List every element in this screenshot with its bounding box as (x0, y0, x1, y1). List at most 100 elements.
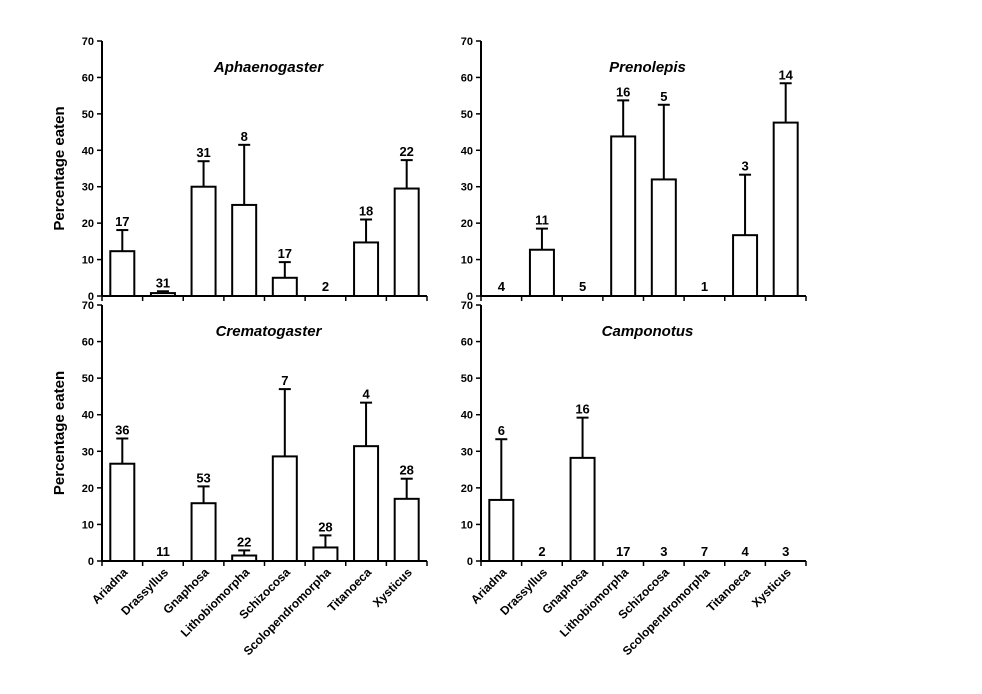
sample-size-label: 11 (156, 544, 170, 559)
sample-size-label: 16 (616, 84, 630, 99)
bar-gnaphosa (190, 185, 217, 297)
sample-size-label: 11 (535, 213, 549, 228)
y-tick-label: 70 (461, 36, 473, 48)
y-tick-label: 70 (461, 300, 473, 312)
y-tick-label: 40 (461, 410, 473, 422)
y-tick-label: 10 (82, 519, 94, 531)
panel-title: Prenolepis (609, 59, 686, 76)
y-tick-label: 0 (467, 291, 473, 303)
y-tick-label: 40 (82, 145, 94, 157)
y-tick-label: 50 (461, 109, 473, 121)
sample-size-label: 36 (115, 422, 129, 437)
y-tick-label: 30 (82, 182, 94, 194)
sample-size-label: 53 (196, 470, 210, 485)
panel-prenolepis: 0 10 20 30 40 50 60 70 Prenolepis 4 11 5 16 5 1 3 14 (461, 36, 807, 303)
y-tick-label: 10 (82, 255, 94, 267)
y-tick-label: 30 (461, 446, 473, 458)
bar-drassyllus (149, 292, 176, 298)
sample-size-label: 7 (701, 544, 708, 559)
sample-size-label: 4 (498, 279, 506, 294)
sample-size-label: 2 (538, 544, 545, 559)
y-tick-label: 70 (82, 300, 94, 312)
y-tick-label: 20 (461, 218, 473, 230)
bar-schizocosa (271, 455, 298, 562)
bar-gnaphosa (190, 502, 217, 562)
bar-ariadna (109, 462, 136, 562)
sample-size-label: 22 (237, 534, 251, 549)
sample-size-label: 6 (498, 423, 505, 438)
bar-drassyllus (528, 248, 555, 298)
sample-size-label: 31 (156, 275, 170, 290)
category-label: Ariadna (89, 565, 131, 607)
category-label: Titanoeca (704, 565, 754, 615)
y-tick-label: 50 (461, 373, 473, 385)
bar-titanoeca (353, 445, 380, 562)
bar-schizocosa (650, 178, 677, 297)
y-tick-label: 0 (88, 556, 94, 568)
sample-size-label: 16 (575, 402, 589, 417)
category-label: Ariadna (468, 565, 510, 607)
sample-size-label: 28 (318, 519, 332, 534)
bar-lithobiomorpha (231, 203, 258, 297)
sample-size-label: 17 (115, 214, 129, 229)
y-tick-label: 50 (82, 109, 94, 121)
bar-xysticus (772, 121, 799, 297)
panel-crematogaster: 0 10 20 30 40 50 60 70 Crematogaster Percentage e… (51, 300, 428, 658)
y-tick-label: 30 (461, 182, 473, 194)
bar-ariadna (109, 250, 136, 297)
sample-size-label: 4 (741, 544, 749, 559)
y-tick-label: 50 (82, 373, 94, 385)
sample-size-label: 14 (778, 67, 793, 82)
bar-xysticus (393, 497, 420, 563)
sample-size-label: 28 (399, 463, 413, 478)
category-label: Titanoeca (325, 565, 375, 615)
panel-title: Aphaenogaster (213, 59, 324, 76)
category-label: Lithobiomorpha (178, 565, 253, 640)
sample-size-label: 22 (399, 144, 413, 159)
sample-size-label: 5 (660, 89, 667, 104)
bar-titanoeca (353, 241, 380, 297)
bar-lithobiomorpha (231, 554, 258, 562)
y-tick-label: 20 (82, 483, 94, 495)
y-tick-label: 0 (467, 556, 473, 568)
sample-size-label: 31 (196, 145, 210, 160)
bar-xysticus (393, 187, 420, 298)
bar-gnaphosa (569, 456, 596, 562)
y-tick-label: 70 (82, 36, 94, 48)
sample-size-label: 5 (579, 279, 586, 294)
sample-size-label: 17 (616, 544, 630, 559)
category-label: Xysticus (370, 565, 415, 610)
sample-size-label: 17 (278, 246, 292, 261)
y-tick-label: 40 (461, 145, 473, 157)
sample-size-label: 3 (741, 159, 748, 174)
y-axis-label: Percentage eaten (51, 106, 68, 230)
panel-title: Camponotus (602, 323, 694, 340)
panel-camponotus: 0 10 20 30 40 50 60 70 Camponotus 6 2 16 17 3 7 4 3 Ariad… (461, 300, 807, 658)
y-tick-label: 60 (82, 72, 94, 84)
sample-size-label: 2 (322, 279, 329, 294)
category-label: Lithobiomorpha (557, 565, 632, 640)
sample-size-label: 18 (359, 204, 373, 219)
sample-size-label: 7 (281, 373, 288, 388)
y-tick-label: 10 (461, 519, 473, 531)
y-tick-label: 0 (88, 291, 94, 303)
y-tick-label: 10 (461, 255, 473, 267)
y-tick-label: 40 (82, 410, 94, 422)
bar-titanoeca (732, 234, 759, 298)
bar-lithobiomorpha (610, 135, 637, 297)
category-label: Xysticus (749, 565, 794, 610)
bar-ariadna (488, 498, 515, 563)
y-tick-label: 30 (82, 446, 94, 458)
sample-size-label: 4 (362, 387, 370, 402)
sample-size-label: 8 (241, 129, 248, 144)
panel-title: Crematogaster (216, 323, 323, 340)
y-tick-label: 20 (461, 483, 473, 495)
y-tick-label: 60 (461, 72, 473, 84)
sample-size-label: 1 (701, 279, 708, 294)
bar-schizocosa (271, 276, 298, 297)
y-axis-label: Percentage eaten (51, 371, 68, 495)
sample-size-label: 3 (660, 544, 667, 559)
sample-size-label: 3 (782, 544, 789, 559)
y-tick-label: 60 (82, 337, 94, 349)
